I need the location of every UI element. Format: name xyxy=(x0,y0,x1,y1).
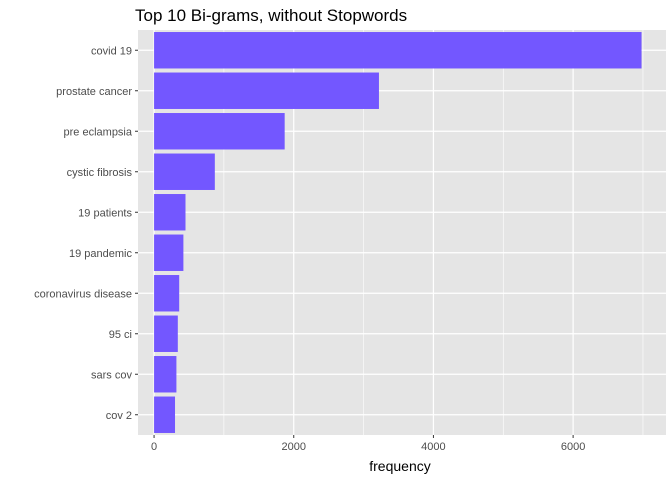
y-tick-label: pre eclampsia xyxy=(64,126,133,138)
bar xyxy=(154,234,184,271)
x-axis-title: frequency xyxy=(369,458,430,474)
y-tick-label: 19 pandemic xyxy=(69,248,132,260)
y-tick-label: cov 2 xyxy=(106,410,132,422)
y-tick-label: prostate cancer xyxy=(56,86,132,98)
bar xyxy=(154,153,215,190)
bars xyxy=(154,32,642,433)
y-tick-label: covid 19 xyxy=(91,45,132,57)
bar xyxy=(154,315,178,352)
bar xyxy=(154,396,176,433)
chart-title: Top 10 Bi-grams, without Stopwords xyxy=(135,6,407,25)
bar xyxy=(154,72,379,109)
x-tick-label: 4000 xyxy=(421,441,445,453)
y-tick-label: 95 ci xyxy=(109,329,132,341)
y-tick-label: sars cov xyxy=(91,369,132,381)
bar xyxy=(154,32,642,69)
bar xyxy=(154,194,186,231)
y-axis: covid 19 prostate cancer pre eclampsia cyst… xyxy=(34,45,138,422)
bar xyxy=(154,275,180,312)
y-tick-label: coronavirus disease xyxy=(34,288,132,300)
y-tick-label: 19 patients xyxy=(78,207,132,219)
x-tick-label: 0 xyxy=(151,441,157,453)
bar xyxy=(154,356,177,393)
bar xyxy=(154,113,285,150)
x-axis: 0 2000 4000 6000 xyxy=(151,435,585,453)
x-tick-label: 6000 xyxy=(561,441,585,453)
x-tick-label: 2000 xyxy=(282,441,306,453)
y-tick-label: cystic fibrosis xyxy=(67,167,133,179)
